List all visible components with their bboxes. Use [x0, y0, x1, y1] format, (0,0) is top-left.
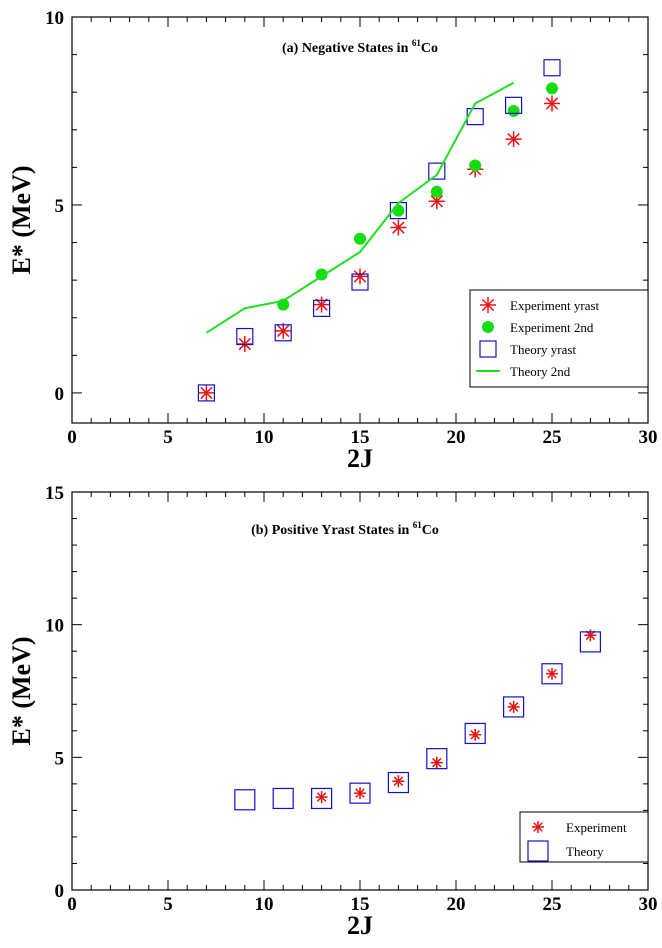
data-point — [313, 296, 330, 313]
x-tick-label: 30 — [639, 894, 658, 915]
data-point — [430, 185, 443, 198]
data-point — [507, 700, 520, 713]
data-point — [579, 631, 602, 653]
y-tick-label: 0 — [55, 384, 65, 405]
x-axis-label: 2J — [347, 444, 373, 473]
legend-swatch — [527, 840, 549, 862]
y-tick-label: 15 — [45, 483, 64, 504]
data-point — [313, 299, 331, 317]
x-tick-label: 10 — [255, 427, 274, 448]
chart-title: (a) Negative States in 61Co — [282, 38, 438, 56]
data-point — [428, 193, 445, 210]
legend-entry: Theory 2nd — [510, 364, 571, 379]
data-point — [430, 756, 443, 769]
data-point — [275, 322, 292, 339]
data-point — [274, 324, 292, 342]
data-point — [503, 696, 525, 718]
legend-entry: Experiment yrast — [510, 298, 600, 313]
data-point — [507, 104, 520, 117]
x-tick-label: 25 — [543, 894, 562, 915]
x-tick-label: 25 — [543, 427, 562, 448]
series-2 — [234, 631, 602, 811]
data-point — [387, 771, 409, 794]
legend-swatch — [479, 340, 497, 358]
chart-title-superscript: 61 — [413, 520, 423, 530]
data-point — [198, 384, 215, 401]
chart-title-main: (b) Positive Yrast States in — [251, 523, 413, 538]
data-point — [505, 131, 522, 148]
data-point — [349, 782, 371, 804]
chart-title-superscript: 61 — [412, 38, 422, 48]
data-point — [546, 667, 558, 680]
y-axis-label: E* (MeV) — [7, 636, 36, 745]
legend-box — [519, 811, 649, 863]
x-tick-label: 5 — [163, 894, 173, 915]
x-axis-label: 2J — [347, 911, 373, 940]
data-point — [469, 728, 482, 741]
data-point — [426, 748, 448, 770]
legend-swatch — [482, 321, 494, 333]
y-tick-label: 10 — [45, 616, 64, 637]
legend-swatch — [480, 297, 496, 313]
x-tick-label: 0 — [67, 894, 77, 915]
chart-title: (b) Positive Yrast States in 61Co — [251, 520, 439, 538]
data-point — [234, 789, 256, 811]
x-tick-label: 30 — [639, 427, 658, 448]
data-point — [351, 273, 369, 291]
series-1 — [315, 629, 597, 804]
data-point — [584, 629, 597, 642]
data-point — [466, 108, 484, 126]
y-axis-label: E* (MeV) — [7, 165, 36, 274]
data-point — [392, 775, 405, 788]
chart-panel-a: 0 5 10 15 20 25 30 0 5 10 2J E* (MeV) (a) Negative S… — [7, 8, 658, 473]
x-tick-label: 5 — [163, 427, 173, 448]
x-tick-label: 20 — [447, 894, 466, 915]
data-point — [236, 327, 254, 346]
chart-title-main: (a) Negative States in — [282, 41, 412, 56]
x-tick-label: 0 — [67, 427, 77, 448]
y-tick-label: 0 — [55, 881, 65, 902]
legend-entry: Experiment — [566, 820, 627, 835]
legend: Experiment yrast Experiment 2nd Theory yra… — [469, 289, 649, 388]
data-point — [469, 159, 482, 172]
data-point — [354, 787, 366, 800]
x-tick-label: 20 — [447, 427, 466, 448]
legend: Experiment Theory — [519, 811, 649, 863]
legend-entry: Theory — [566, 844, 604, 859]
data-point — [544, 95, 560, 112]
data-point — [541, 663, 563, 685]
data-point — [543, 59, 561, 77]
data-point — [272, 787, 294, 810]
data-point — [315, 791, 328, 804]
series-line — [205, 81, 515, 334]
x-tick-label: 15 — [351, 894, 370, 915]
data-point — [390, 219, 407, 236]
data-point — [428, 162, 446, 180]
data-point — [352, 268, 368, 285]
data-point — [505, 96, 523, 114]
series-2 — [277, 82, 558, 311]
series-3 — [197, 59, 561, 402]
legend-swatch — [532, 821, 544, 833]
legend-entry: Theory yrast — [510, 342, 576, 357]
data-point — [464, 722, 486, 745]
x-tick-label: 15 — [351, 427, 370, 448]
chart-title-suffix: Co — [422, 523, 439, 538]
series-4 — [205, 81, 515, 334]
y-tick-label: 10 — [45, 8, 64, 29]
y-tick-label: 5 — [55, 748, 65, 769]
data-point — [392, 204, 405, 217]
x-tick-label: 10 — [255, 894, 274, 915]
data-point — [546, 82, 558, 95]
data-point — [197, 384, 215, 402]
legend-entry: Experiment 2nd — [510, 320, 594, 335]
y-tick-label: 5 — [55, 196, 65, 217]
data-point — [354, 232, 366, 245]
chart-title-suffix: Co — [421, 41, 438, 56]
data-point — [311, 787, 333, 810]
